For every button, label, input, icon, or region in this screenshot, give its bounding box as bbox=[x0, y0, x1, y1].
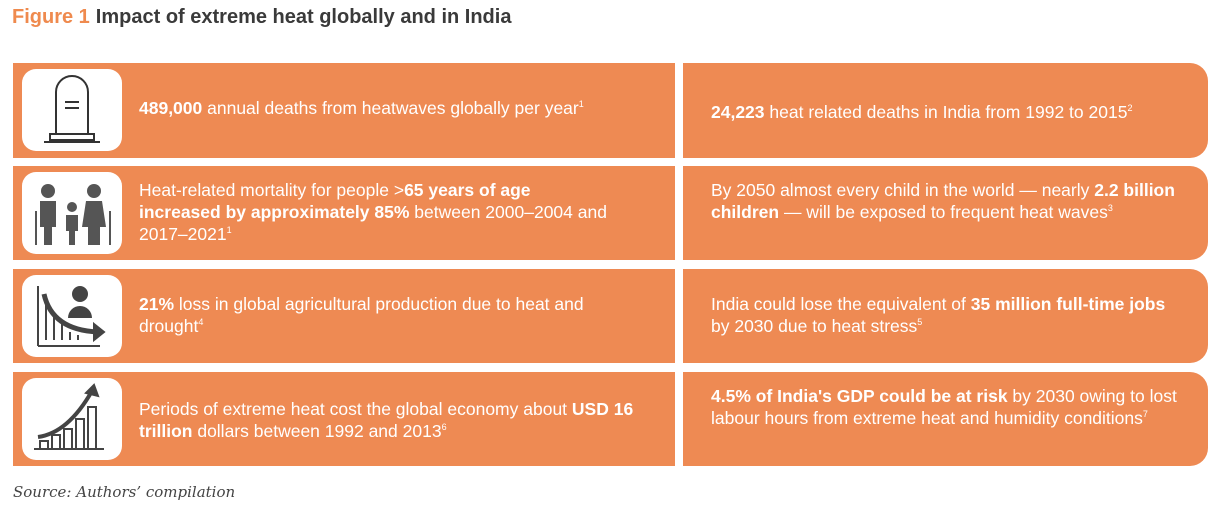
card-text: 21% loss in global agricultural producti… bbox=[139, 293, 649, 337]
footnote-ref: 2 bbox=[1127, 103, 1133, 114]
card-text: 489,000 annual deaths from heatwaves glo… bbox=[139, 97, 649, 119]
body-text: Periods of extreme heat cost the global … bbox=[139, 399, 572, 419]
body-text: — will be exposed to frequent heat waves bbox=[779, 202, 1108, 222]
figure-title: Figure 1 Impact of extreme heat globally … bbox=[12, 6, 511, 29]
footnote-ref: 6 bbox=[441, 422, 447, 433]
card-economic-cost: Periods of extreme heat cost the global … bbox=[13, 372, 675, 466]
body-text: by 2030 due to heat stress bbox=[711, 316, 918, 336]
highlight-value: 2.2 billion children bbox=[711, 180, 1175, 222]
card-elderly-mortality: Heat-related mortality for people >65 ye… bbox=[13, 166, 675, 260]
card-text: 4.5% of India's GDP could be at risk by … bbox=[711, 385, 1188, 429]
body-text: India could lose the equivalent of bbox=[711, 294, 971, 314]
body-text: between 2000–2004 and 2017–2021 bbox=[139, 202, 607, 244]
body-text: Heat-related mortality for people > bbox=[139, 180, 405, 200]
card-jobs-loss: India could lose the equivalent of 35 mi… bbox=[683, 269, 1208, 363]
footnote-ref: 7 bbox=[1142, 409, 1148, 420]
highlight-value: 489,000 bbox=[139, 98, 203, 118]
card-text: By 2050 almost every child in the world … bbox=[711, 179, 1188, 223]
footnote-ref: 1 bbox=[226, 225, 232, 236]
body-text: by 2030 owing to lost labour hours from … bbox=[711, 386, 1177, 428]
gravestone-icon bbox=[22, 69, 122, 151]
family-icon bbox=[22, 172, 122, 254]
card-children-exposure: By 2050 almost every child in the world … bbox=[683, 166, 1208, 260]
footnote-ref: 4 bbox=[198, 317, 204, 328]
highlight-value: USD 16 trillion bbox=[139, 399, 634, 441]
card-text: 24,223 heat related deaths in India from… bbox=[711, 101, 1188, 123]
card-global-deaths: 489,000 annual deaths from heatwaves glo… bbox=[13, 63, 675, 158]
source-note: Source: Authors’ compilation bbox=[13, 483, 236, 501]
highlight-value: 65 years of age bbox=[404, 180, 531, 200]
footnote-ref: 3 bbox=[1107, 203, 1113, 214]
card-text: Heat-related mortality for people >65 ye… bbox=[139, 179, 649, 245]
body-text: loss in global agricultural production d… bbox=[139, 294, 584, 336]
body-text: By 2050 almost every child in the world … bbox=[711, 180, 1095, 200]
figure-number: Figure 1 bbox=[12, 6, 90, 28]
footnote-ref: 1 bbox=[578, 99, 584, 110]
highlight-value: 21% bbox=[139, 294, 175, 314]
body-text: dollars between 1992 and 2013 bbox=[192, 421, 442, 441]
card-india-deaths: 24,223 heat related deaths in India from… bbox=[683, 63, 1208, 158]
body-text: annual deaths from heatwaves globally pe… bbox=[202, 98, 579, 118]
footnote-ref: 5 bbox=[917, 317, 923, 328]
rising-cost-chart-icon bbox=[22, 378, 122, 460]
highlight-value: 24,223 bbox=[711, 102, 765, 122]
declining-production-icon bbox=[22, 275, 122, 357]
highlight-value: 4.5% of India's GDP could be at risk bbox=[711, 386, 1008, 406]
figure-title-text: Impact of extreme heat globally and in I… bbox=[95, 6, 512, 28]
highlight-value: increased by approximately 85% bbox=[139, 202, 410, 222]
card-agriculture-loss: 21% loss in global agricultural producti… bbox=[13, 269, 675, 363]
body-text: heat related deaths in India from 1992 t… bbox=[764, 102, 1128, 122]
card-text: Periods of extreme heat cost the global … bbox=[139, 398, 649, 442]
card-gdp-risk: 4.5% of India's GDP could be at risk by … bbox=[683, 372, 1208, 466]
card-text: India could lose the equivalent of 35 mi… bbox=[711, 293, 1188, 337]
highlight-value: 35 million full-time jobs bbox=[970, 294, 1166, 314]
